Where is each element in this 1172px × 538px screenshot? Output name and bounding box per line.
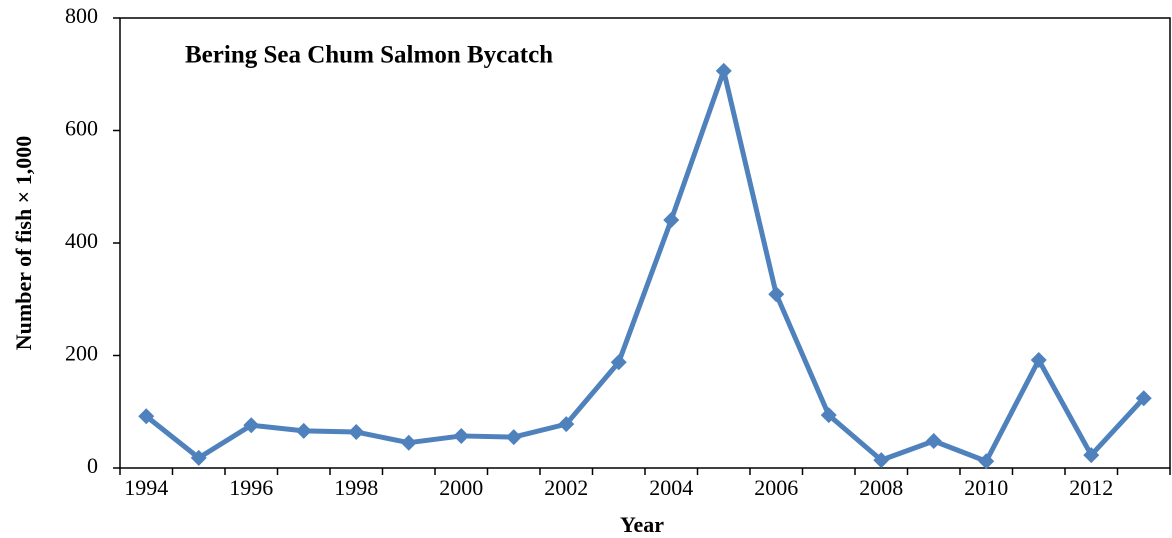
x-tick-label: 2008 <box>859 475 903 500</box>
data-point <box>978 453 995 470</box>
data-point <box>610 354 627 371</box>
data-point <box>768 286 785 303</box>
data-point <box>558 416 575 433</box>
chart-title: Bering Sea Chum Salmon Bycatch <box>185 42 553 69</box>
data-point <box>295 422 312 439</box>
data-point <box>1135 390 1152 407</box>
y-tick-label: 200 <box>65 341 98 366</box>
y-axis-label: Number of fish × 1,000 <box>11 136 36 350</box>
data-point <box>190 449 207 466</box>
x-tick-label: 2004 <box>649 475 693 500</box>
data-point <box>663 211 680 228</box>
plot-frame <box>119 17 1171 469</box>
data-point <box>138 408 155 425</box>
y-tick-label: 400 <box>65 228 98 253</box>
x-tick-label: 2012 <box>1069 475 1113 500</box>
x-axis-label: Year <box>620 512 664 537</box>
x-tick-label: 2002 <box>544 475 588 500</box>
x-tick-label: 2010 <box>964 475 1008 500</box>
y-tick-label: 600 <box>65 116 98 141</box>
y-tick-label: 800 <box>65 3 98 28</box>
data-point <box>820 407 837 424</box>
x-tick-label: 1994 <box>124 475 168 500</box>
y-tick-label: 0 <box>87 453 98 478</box>
data-point <box>715 62 732 79</box>
x-tick-label: 1998 <box>334 475 378 500</box>
data-point <box>1030 352 1047 368</box>
x-tick-label: 2006 <box>754 475 798 500</box>
data-point <box>400 434 417 451</box>
data-point <box>243 417 260 434</box>
data-point <box>1083 447 1100 464</box>
series-line <box>144 68 1146 464</box>
data-point <box>453 427 470 444</box>
data-point <box>925 433 942 449</box>
data-point <box>873 452 890 469</box>
data-point <box>348 424 365 440</box>
data-point <box>505 429 522 446</box>
x-tick-label: 1996 <box>229 475 273 500</box>
x-tick-label: 2000 <box>439 475 483 500</box>
